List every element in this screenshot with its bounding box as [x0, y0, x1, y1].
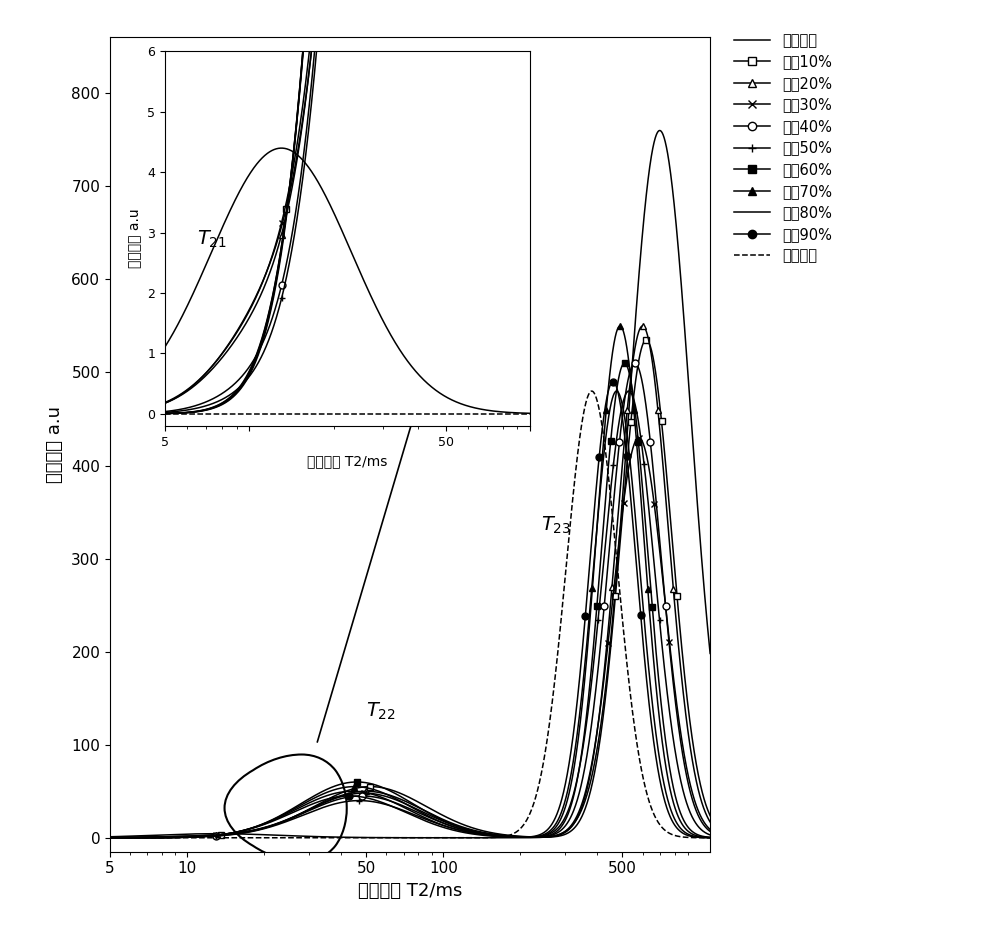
Legend: 食用明胶, 掘佈10%, 掘佈20%, 掘佈30%, 掘佈40%, 掘佈50%, 掘佈60%, 掘佈70%, 掘佈80%, 掘佈90%, 工业明胶: 食用明胶, 掘佈10%, 掘佈20%, 掘佈30%, 掘佈40%, 掘佈50%,…	[729, 28, 836, 268]
Text: $T_{21}$: $T_{21}$	[197, 228, 227, 250]
X-axis label: 弛象时间 T2/ms: 弛象时间 T2/ms	[307, 454, 388, 468]
Y-axis label: 信号幅度 a.u: 信号幅度 a.u	[46, 406, 64, 483]
X-axis label: 弛象时间 T2/ms: 弛象时间 T2/ms	[358, 882, 462, 900]
Text: $T_{23}$: $T_{23}$	[541, 515, 571, 536]
Y-axis label: 信号幅度 a.u: 信号幅度 a.u	[128, 209, 142, 269]
Text: $T_{22}$: $T_{22}$	[366, 701, 396, 722]
